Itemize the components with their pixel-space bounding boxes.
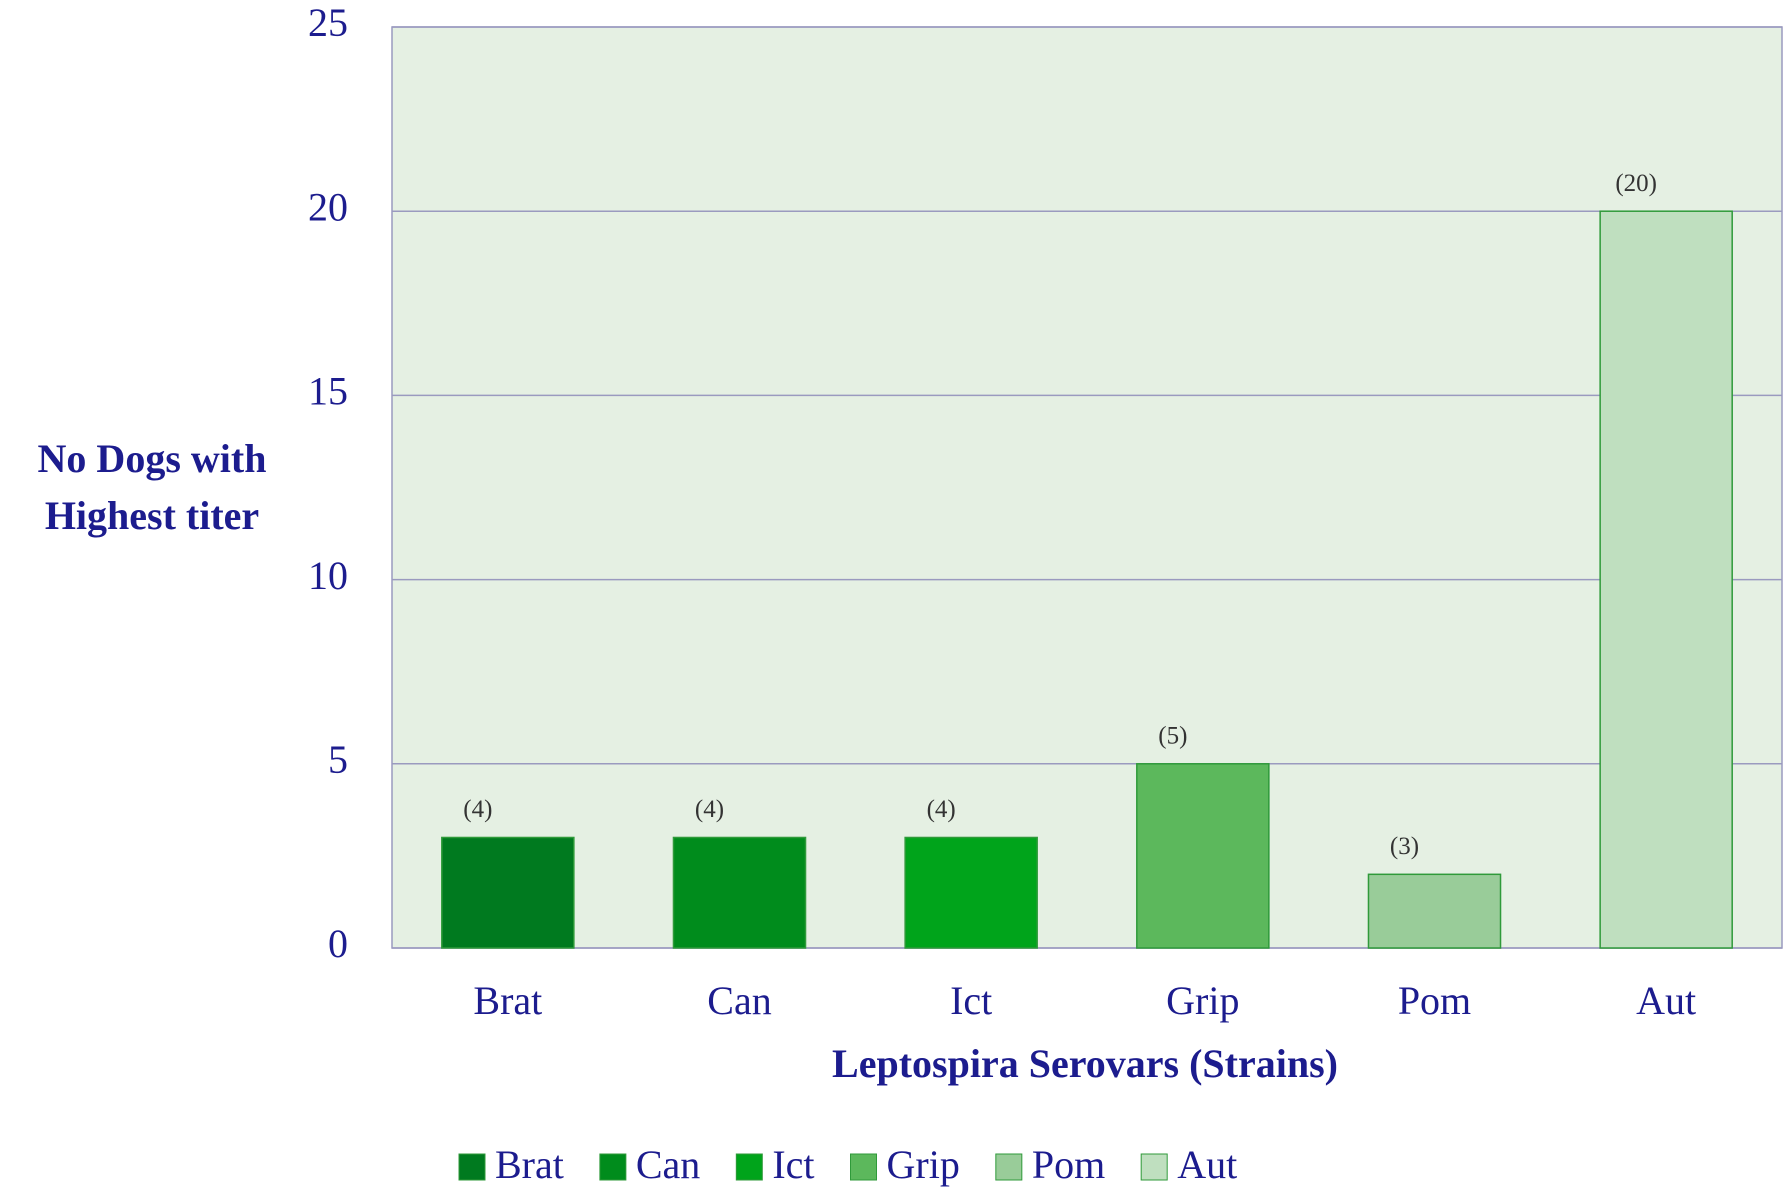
- value-label: (4): [695, 796, 724, 823]
- x-tick-label: Brat: [473, 978, 542, 1023]
- y-tick-label: 10: [308, 553, 348, 598]
- value-label: (4): [463, 796, 492, 823]
- bar: [1136, 763, 1270, 949]
- legend-swatch: [995, 1153, 1023, 1181]
- bar: [1367, 873, 1502, 949]
- y-tick-label: 25: [308, 0, 348, 45]
- plot-area: [391, 26, 1783, 949]
- legend-swatch: [458, 1153, 486, 1181]
- legend-swatch: [850, 1153, 877, 1181]
- legend-swatch: [735, 1153, 763, 1181]
- y-tick-label: 15: [308, 369, 348, 414]
- value-label: (3): [1390, 833, 1419, 860]
- bar: [441, 836, 575, 949]
- y-tick-label: 5: [328, 737, 348, 782]
- y-axis-title: Highest titer: [45, 493, 259, 538]
- value-label: (4): [927, 796, 956, 823]
- x-axis-title: Leptospira Serovars (Strains): [832, 1041, 1338, 1086]
- x-tick-label: Ict: [950, 978, 992, 1023]
- x-tick-label: Aut: [1636, 978, 1696, 1023]
- bar: [1599, 210, 1733, 949]
- legend-label: Brat: [495, 1142, 564, 1187]
- legend-swatch: [1140, 1153, 1168, 1181]
- x-tick-label: Grip: [1166, 978, 1239, 1023]
- legend-swatch: [599, 1153, 627, 1181]
- legend-label: Aut: [1177, 1142, 1237, 1187]
- value-label: (20): [1615, 170, 1657, 197]
- y-tick-label: 20: [308, 184, 348, 229]
- x-tick-label: Can: [707, 978, 771, 1023]
- bar: [904, 836, 1038, 949]
- legend-label: Pom: [1032, 1142, 1105, 1187]
- value-label: (5): [1158, 723, 1187, 750]
- y-tick-label: 0: [328, 921, 348, 966]
- legend-label: Grip: [887, 1142, 960, 1187]
- y-axis-title: No Dogs with: [38, 436, 267, 481]
- bar: [672, 836, 807, 949]
- legend-label: Ict: [772, 1142, 814, 1187]
- x-tick-label: Pom: [1398, 978, 1471, 1023]
- legend-label: Can: [636, 1142, 700, 1187]
